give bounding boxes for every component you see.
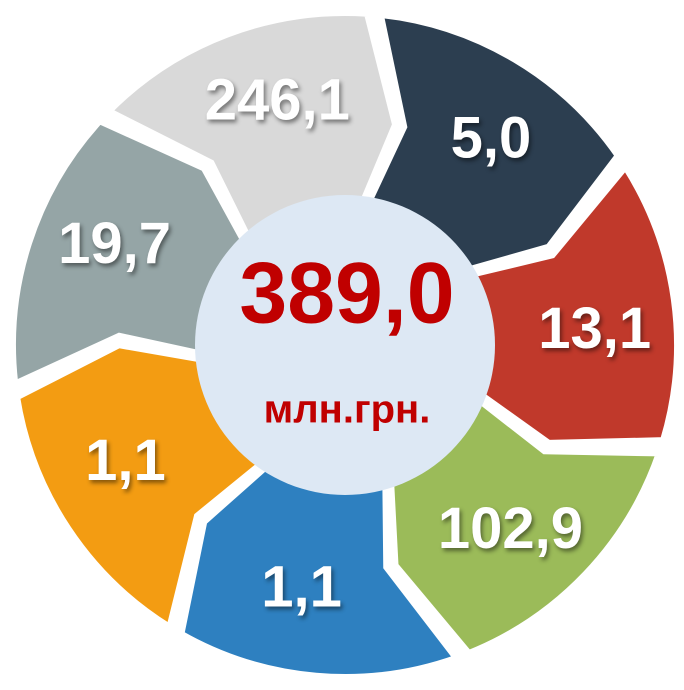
center-value: 389,0 [239, 246, 454, 342]
segment-label: 13,1 [538, 296, 651, 361]
segment-label: 5,0 [451, 105, 532, 170]
segment-label: 19,7 [58, 211, 171, 276]
center-circle [195, 195, 495, 495]
segment-label: 102,9 [438, 496, 583, 561]
segment-label: 1,1 [261, 555, 342, 620]
center-unit: млн.грн. [264, 388, 431, 432]
segment-label: 246,1 [205, 68, 350, 133]
segment-label: 1,1 [85, 428, 166, 493]
